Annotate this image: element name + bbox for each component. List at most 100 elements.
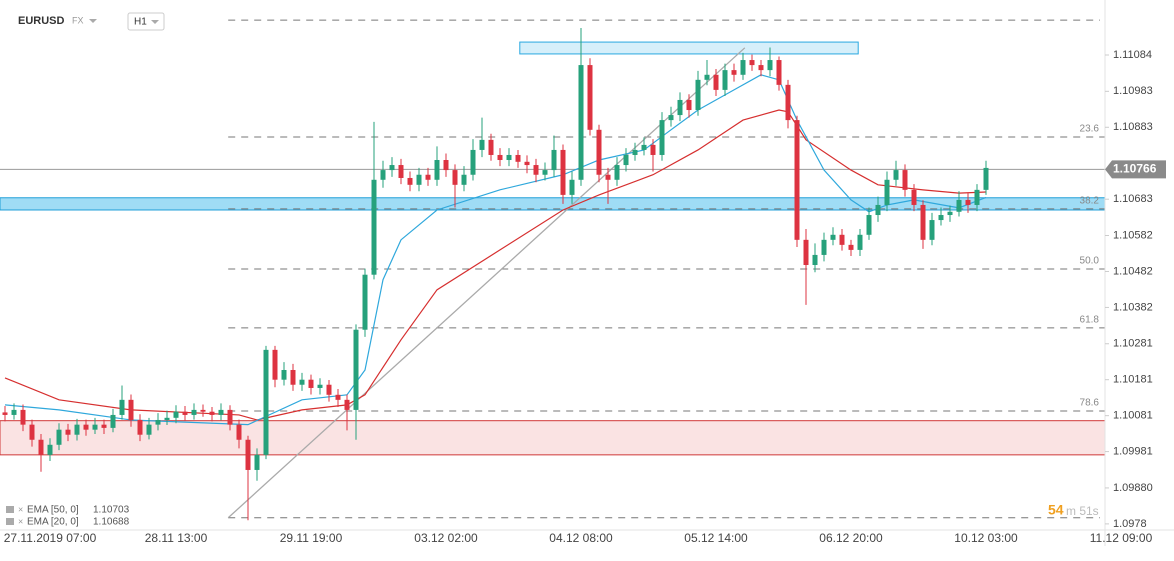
candle-body — [317, 384, 323, 388]
candle-body — [542, 170, 548, 175]
candle-body — [146, 424, 152, 435]
candle-body — [263, 349, 269, 455]
candle-body — [821, 239, 827, 255]
y-tick-label: 1.10382 — [1113, 301, 1153, 313]
candle-body — [641, 144, 647, 150]
legend-close: × — [18, 516, 23, 526]
candle-body — [758, 65, 764, 71]
candle-body — [191, 409, 197, 415]
price-badge — [1105, 160, 1166, 179]
candle-body — [650, 144, 656, 155]
candle-body — [218, 409, 224, 415]
candle-body — [749, 60, 755, 66]
candle-body — [875, 204, 881, 216]
candle-body — [101, 424, 107, 428]
candle-body — [362, 274, 368, 330]
candle-body — [182, 411, 188, 415]
candle-body — [506, 154, 512, 161]
candle-body — [893, 170, 899, 180]
candle-body — [452, 170, 458, 185]
candle-body — [200, 409, 206, 412]
countdown-minutes: 54 — [1048, 502, 1064, 518]
candle-body — [695, 79, 701, 111]
x-tick-label: 29.11 19:00 — [280, 531, 343, 545]
candle-body — [578, 65, 584, 180]
fib-label: 23.6 — [1080, 124, 1100, 135]
candle-body — [767, 60, 773, 71]
x-tick-label: 04.12 08:00 — [549, 531, 613, 545]
candle-body — [668, 115, 674, 121]
candle-body — [812, 254, 818, 265]
candle-body — [605, 174, 611, 180]
legend-name: EMA [50, 0] — [27, 505, 79, 516]
candle-body — [11, 409, 17, 415]
x-tick-label: 06.12 20:00 — [819, 531, 883, 545]
candle-body — [830, 234, 836, 240]
countdown-rest: m 51s — [1066, 504, 1099, 518]
candle-body — [425, 174, 431, 180]
candle-body — [857, 234, 863, 250]
candle-body — [569, 179, 575, 195]
fib-label: 50.0 — [1080, 256, 1100, 267]
candle-body — [29, 424, 35, 440]
y-tick-label: 1.10281 — [1113, 338, 1153, 350]
y-tick-label: 1.10683 — [1113, 193, 1153, 205]
market: FX — [72, 15, 84, 25]
candle-body — [884, 179, 890, 205]
fib-label: 61.8 — [1080, 315, 1100, 326]
candle-body — [614, 165, 620, 180]
candle-body — [623, 154, 629, 166]
candle-body — [443, 160, 449, 171]
candle-body — [326, 384, 332, 395]
candle-body — [398, 165, 404, 178]
legend-name: EMA [20, 0] — [27, 517, 79, 528]
candle-body — [110, 414, 116, 428]
candle-body — [713, 74, 719, 90]
candle-body — [515, 154, 521, 162]
candle-body — [965, 199, 971, 205]
x-tick-label: 03.12 02:00 — [414, 531, 478, 545]
candle-body — [956, 199, 962, 212]
ema-line — [4, 109, 987, 421]
candle-body — [722, 70, 728, 90]
x-tick-label: 28.11 13:00 — [145, 531, 208, 545]
candle-body — [902, 170, 908, 190]
candle-body — [524, 161, 530, 166]
market-dropdown-arrow[interactable] — [89, 19, 97, 23]
y-tick-label: 1.10181 — [1113, 374, 1153, 386]
y-tick-label: 1.10482 — [1113, 265, 1153, 277]
candle-body — [92, 424, 98, 430]
y-tick-label: 1.10582 — [1113, 229, 1153, 241]
timeframe-dropdown-arrow — [151, 20, 159, 24]
candle-body — [686, 99, 692, 111]
candle-body — [497, 154, 503, 161]
candle-body — [407, 177, 413, 185]
candle-body — [803, 239, 809, 265]
candle-body — [173, 411, 179, 418]
candle-body — [344, 399, 350, 410]
candle-body — [776, 60, 782, 85]
candle-body — [164, 417, 170, 420]
candle-body — [470, 149, 476, 175]
timeframe-select[interactable] — [127, 12, 165, 31]
candle-body — [947, 211, 953, 216]
plot-layer: 23.6 38.2 50.0 61.8 78.6 1.11084 1.10983 1.1088… — [0, 0, 1174, 546]
candle-body — [731, 70, 737, 75]
candle-body — [488, 139, 494, 155]
candle-body — [371, 179, 377, 275]
candle-body — [74, 424, 80, 435]
candle-body — [632, 149, 638, 155]
candle-body — [281, 369, 287, 380]
candle-body — [587, 65, 593, 130]
candle-body — [704, 74, 710, 80]
y-tick-label: 1.0978 — [1113, 518, 1147, 530]
candle-body — [740, 60, 746, 75]
legend-icon — [6, 506, 14, 513]
candle-body — [677, 99, 683, 116]
y-tick-label: 1.10983 — [1113, 85, 1153, 97]
candle-body — [137, 419, 143, 435]
legend-value: 1.10688 — [93, 517, 130, 528]
candle-body — [65, 429, 71, 435]
candle-body — [2, 412, 8, 415]
